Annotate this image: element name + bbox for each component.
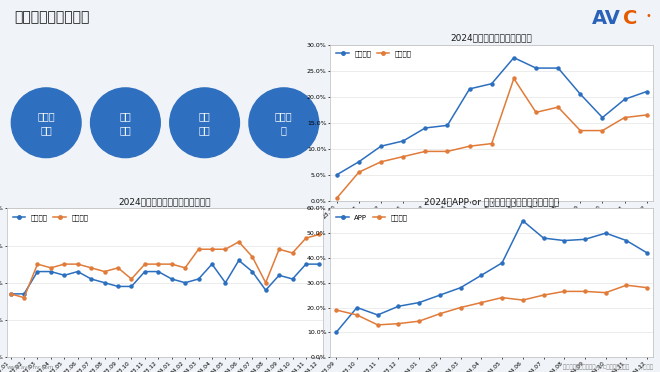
Text: 数据来源：奥维云网（AVC）线上监测数据     3/总页码: 数据来源：奥维云网（AVC）线上监测数据 3/总页码 <box>564 365 653 370</box>
Text: 电动牙刷四大趋势：: 电动牙刷四大趋势： <box>15 10 90 24</box>
Legend: APP, 智能屏显: APP, 智能屏显 <box>333 212 411 224</box>
Text: C: C <box>623 9 638 28</box>
Ellipse shape <box>11 88 81 158</box>
Ellipse shape <box>90 88 160 158</box>
Ellipse shape <box>249 88 319 158</box>
Text: AV: AV <box>592 9 621 28</box>
Text: 细分场
景: 细分场 景 <box>275 111 292 135</box>
Text: 智能
升级: 智能 升级 <box>119 111 131 135</box>
Text: 专业化
升级: 专业化 升级 <box>38 111 55 135</box>
Text: www.avc-mr.com: www.avc-mr.com <box>7 365 54 370</box>
Title: 2024年APP or 智能屏显电动牙刷销额份额走势: 2024年APP or 智能屏显电动牙刷销额份额走势 <box>424 197 559 206</box>
Legend: 销额分额, 销量分额: 销额分额, 销量分额 <box>333 48 414 60</box>
Text: 细分
人群: 细分 人群 <box>199 111 211 135</box>
Title: 2024年扫振电动牙刷规模走势: 2024年扫振电动牙刷规模走势 <box>451 33 533 42</box>
Ellipse shape <box>170 88 240 158</box>
Text: •: • <box>645 12 651 22</box>
Legend: 销额分额, 销量分额: 销额分额, 销量分额 <box>10 212 91 224</box>
Title: 2024年儿童电动牙刷销额份额走势: 2024年儿童电动牙刷销额份额走势 <box>119 197 211 206</box>
